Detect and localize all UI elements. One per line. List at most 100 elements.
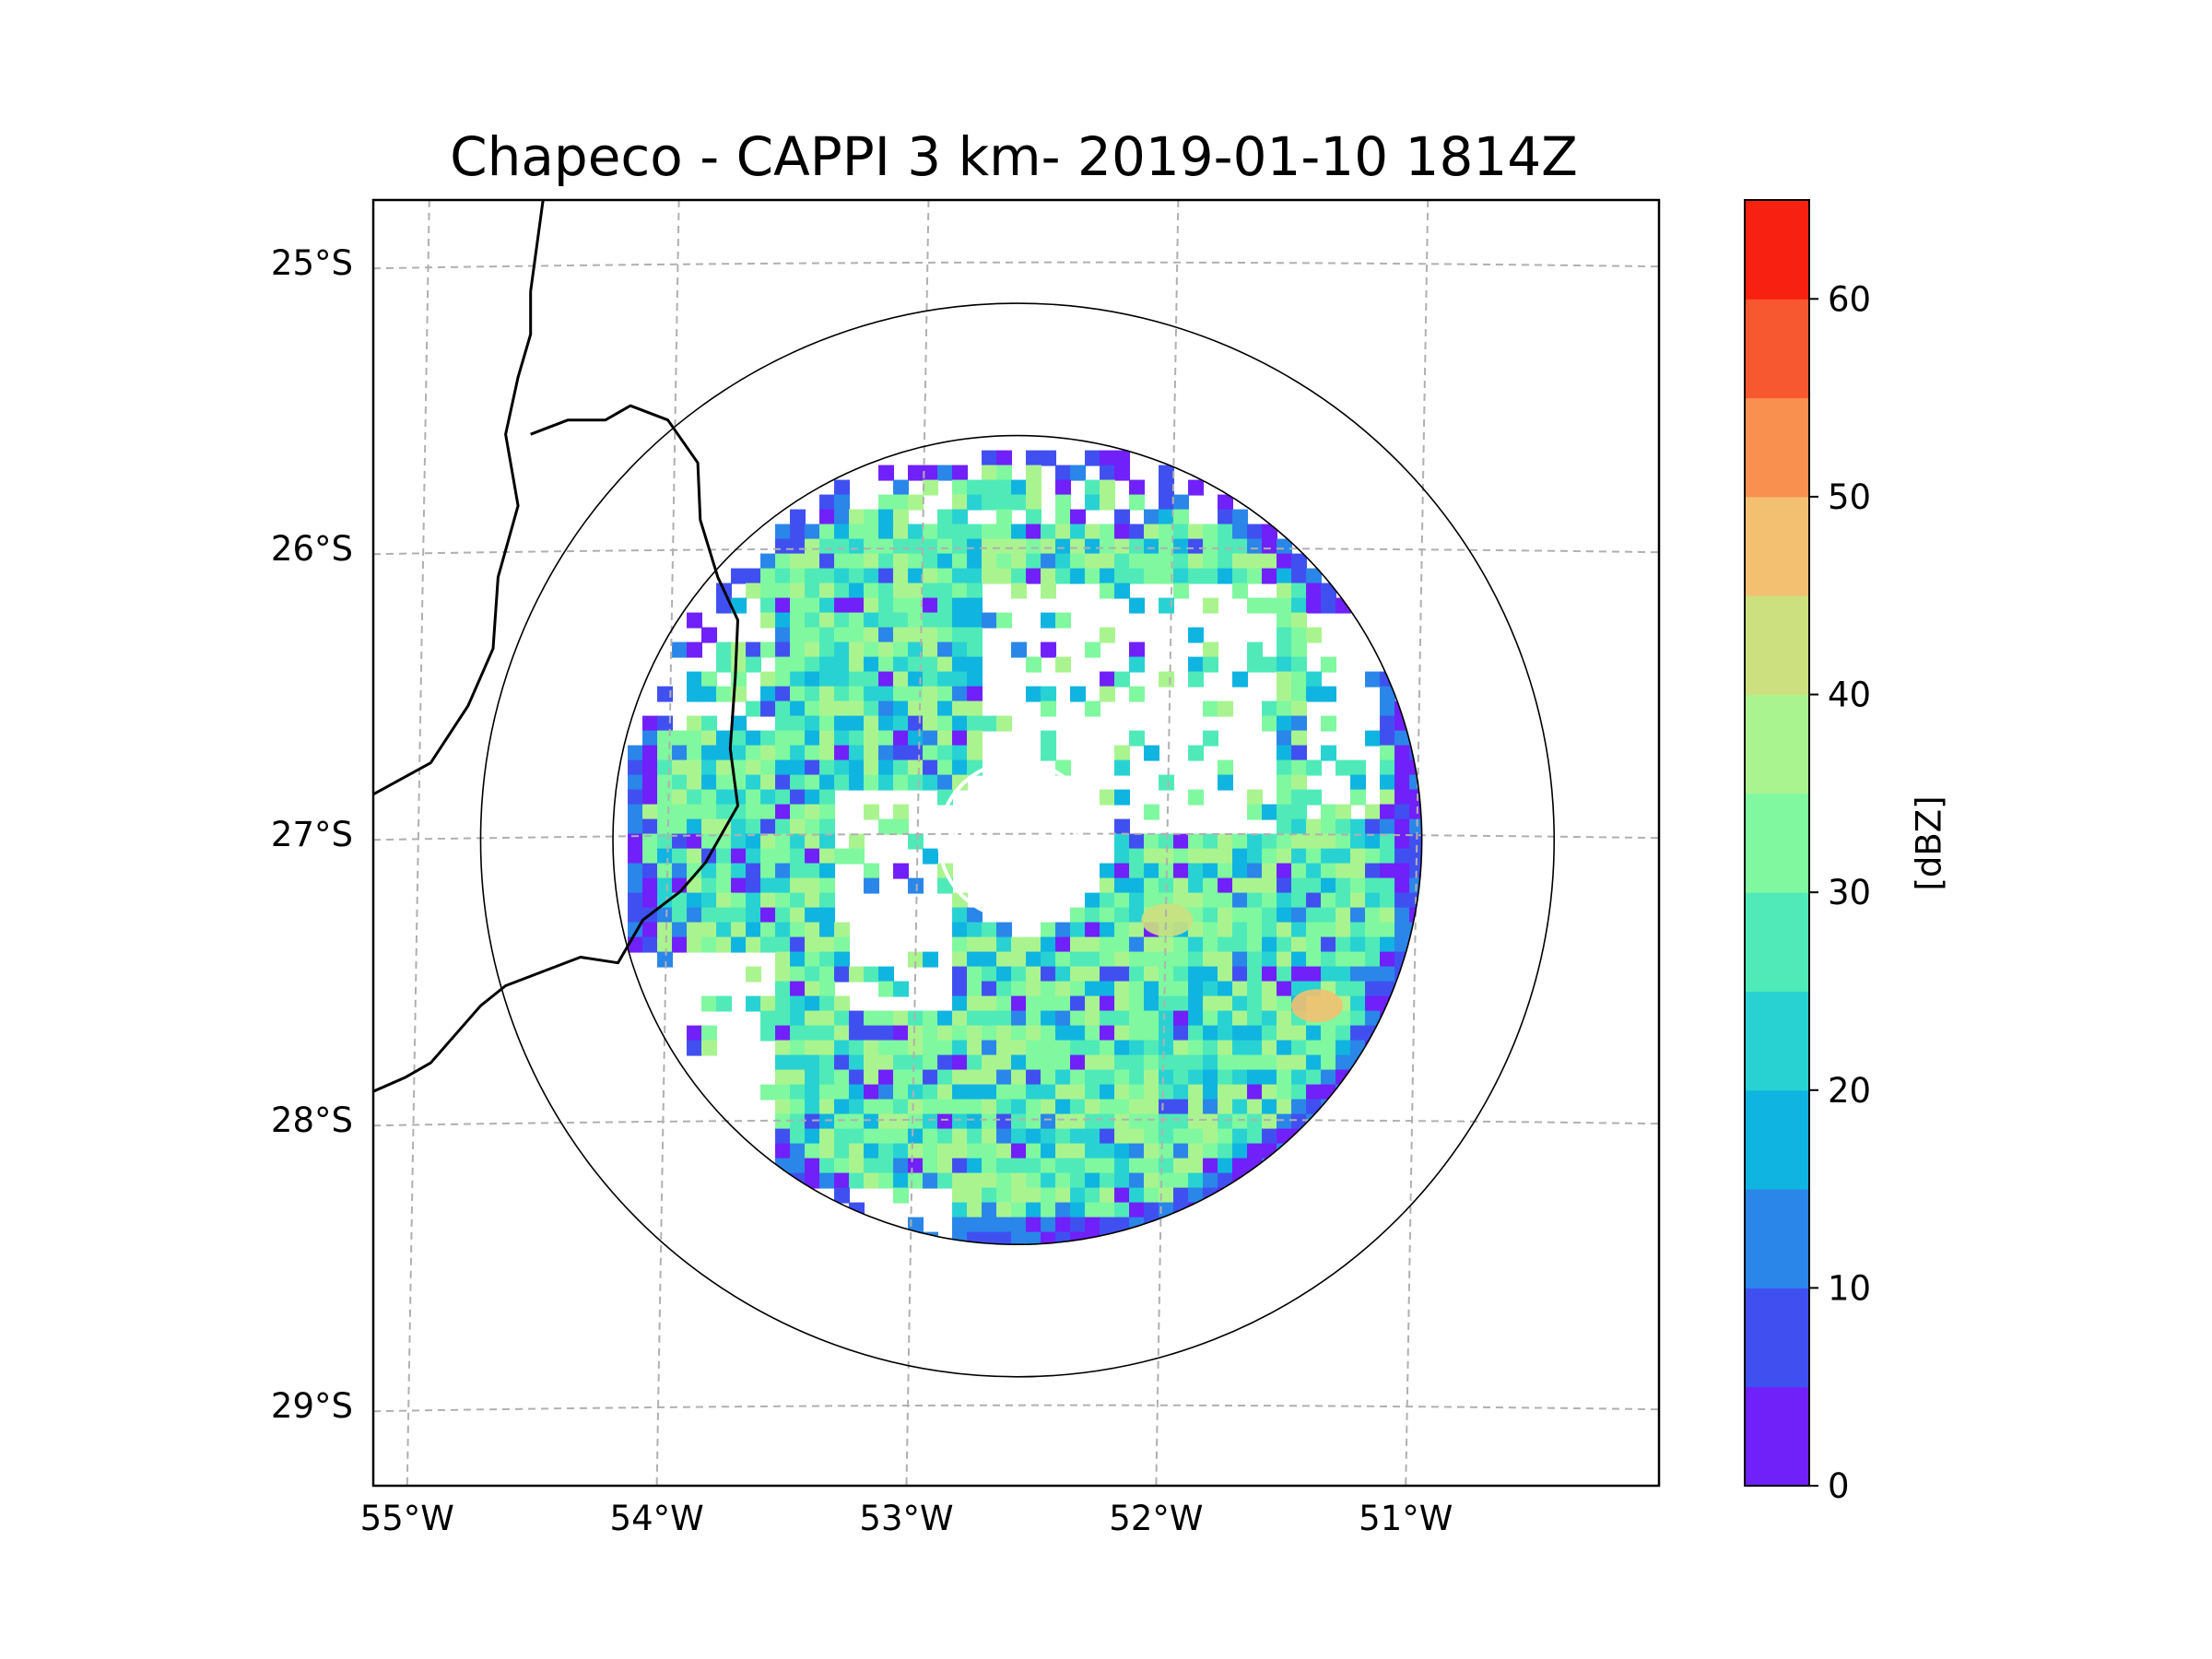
border-line — [373, 200, 545, 796]
echo-cell — [878, 966, 895, 982]
echo-cell — [1291, 715, 1308, 732]
echo-cell — [1114, 936, 1131, 953]
echo-cell — [1291, 1113, 1308, 1130]
echo-cell — [849, 671, 865, 688]
echo-cell — [790, 995, 806, 1012]
echo-cell — [642, 759, 659, 776]
echo-cell — [1055, 922, 1072, 938]
echo-cell — [701, 922, 718, 938]
echo-cell — [893, 1069, 910, 1086]
echo-cell — [1291, 907, 1308, 924]
echo-cell — [908, 1099, 924, 1115]
echo-cell — [1394, 759, 1411, 776]
colorbar-tick-label: 10 — [1828, 1268, 1871, 1308]
echo-cell — [1011, 1158, 1028, 1174]
echo-cell — [937, 1069, 954, 1086]
echo-cell — [1085, 1025, 1101, 1041]
echo-cell — [878, 509, 895, 525]
echo-cell — [1100, 995, 1116, 1012]
echo-cell — [701, 995, 718, 1012]
echo-cell — [1159, 597, 1175, 614]
echo-cell — [878, 1143, 895, 1159]
echo-cell — [805, 656, 821, 673]
echo-cell — [687, 936, 703, 953]
echo-cell — [701, 686, 718, 702]
echo-cell — [701, 863, 718, 879]
echo-cell — [893, 745, 910, 761]
echo-cell — [834, 995, 851, 1012]
echo-cell — [967, 671, 983, 688]
echo-cell — [1321, 907, 1337, 924]
echo-cell — [893, 1128, 910, 1145]
echo-cell — [1218, 538, 1234, 555]
echo-cell — [1350, 892, 1367, 909]
echo-cell — [1188, 568, 1205, 584]
echo-cell — [1232, 1143, 1249, 1159]
echo-cell — [819, 745, 836, 761]
echo-cell — [1159, 1128, 1175, 1145]
echo-cell — [1070, 907, 1087, 924]
echo-cell — [1350, 877, 1367, 894]
echo-cell — [1026, 1231, 1042, 1245]
echo-cell — [775, 1113, 792, 1130]
echo-cell — [937, 597, 954, 614]
echo-cell — [672, 863, 688, 879]
echo-cell — [1026, 1040, 1042, 1056]
echo-cell — [834, 553, 851, 570]
echo-cell — [1291, 774, 1308, 791]
echo-cell — [1026, 966, 1042, 982]
echo-cell — [996, 450, 1013, 466]
echo-cell — [1055, 1143, 1072, 1159]
echo-cell — [1394, 745, 1411, 761]
echo-cell — [996, 1231, 1013, 1245]
echo-cell — [1011, 1128, 1028, 1145]
echo-cell — [1188, 1202, 1205, 1218]
echo-cell — [819, 818, 836, 835]
echo-cell — [1085, 1143, 1101, 1159]
lat-tick-label: 26°S — [271, 529, 353, 569]
echo-cell — [908, 1143, 924, 1159]
echo-cell — [864, 627, 880, 643]
echo-cell — [996, 1025, 1013, 1041]
echo-cell — [1159, 1113, 1175, 1130]
echo-cell — [1129, 1128, 1146, 1145]
echo-cell — [1321, 818, 1337, 835]
echo-cell — [1100, 789, 1116, 806]
echo-cell — [1114, 1099, 1131, 1115]
colorbar-tick-label: 30 — [1828, 873, 1871, 912]
echo-cell — [1262, 1040, 1278, 1056]
echo-cell — [967, 641, 983, 658]
echo-cell — [790, 759, 806, 776]
echo-cell — [937, 1158, 954, 1174]
echo-cell — [1306, 671, 1323, 688]
echo-cell — [642, 833, 659, 850]
echo-cell — [1055, 465, 1072, 481]
echo-cell — [1129, 641, 1146, 658]
echo-cell — [1321, 848, 1337, 865]
echo-cell — [1114, 1040, 1131, 1056]
echo-cell — [1350, 951, 1367, 968]
echo-cell — [657, 789, 674, 806]
echo-cell — [864, 700, 880, 717]
echo-cell — [1026, 1054, 1042, 1071]
echo-cell — [1291, 730, 1308, 747]
echo-cell — [937, 671, 954, 688]
echo-cell — [1055, 524, 1072, 540]
echo-cell — [1291, 951, 1308, 968]
echo-cell — [893, 538, 910, 555]
echo-cell — [731, 759, 747, 776]
echo-cell — [967, 907, 983, 924]
echo-cell — [1188, 1158, 1205, 1174]
echo-cell — [1026, 553, 1042, 570]
echo-cell — [1350, 981, 1367, 997]
echo-cell — [1129, 597, 1146, 614]
echo-cell — [967, 494, 983, 511]
echo-cell — [1335, 951, 1352, 968]
echo-cell — [1144, 833, 1160, 850]
echo-cell — [893, 671, 910, 688]
echo-cell — [952, 509, 969, 525]
echo-cell — [701, 907, 718, 924]
echo-cell — [1394, 774, 1411, 791]
echo-cell — [996, 1143, 1013, 1159]
echo-cell — [819, 981, 836, 997]
